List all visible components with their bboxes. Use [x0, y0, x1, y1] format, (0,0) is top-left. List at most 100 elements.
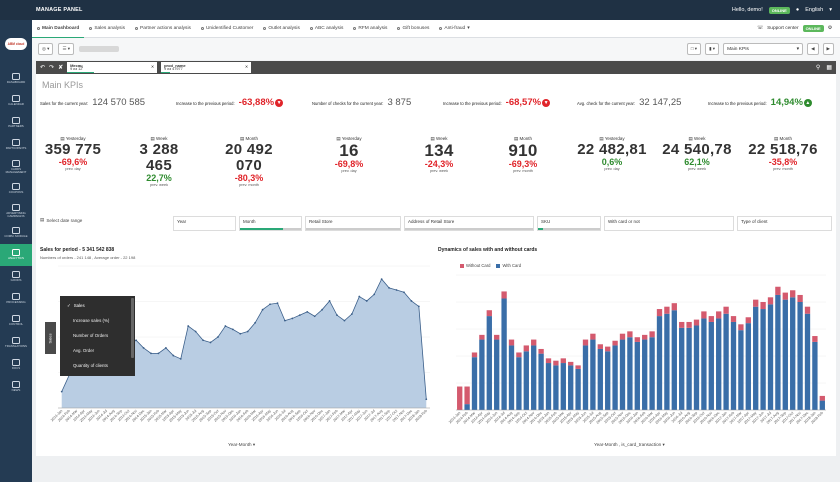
sidebar-item-news[interactable]: NEWS [0, 376, 32, 398]
bar-without-card [516, 352, 522, 358]
selection-chip[interactable]: prod_name 9 из 47977 ✕ [161, 62, 252, 73]
data-point [358, 295, 361, 298]
bar-without-card [812, 336, 818, 342]
tab-main-dashboard[interactable]: Main Dashboard [32, 20, 85, 38]
sidebar-item-analytics[interactable]: ANALYTICS [0, 244, 32, 266]
tab-abc-analysis[interactable]: ABC analysis [305, 20, 349, 38]
arrow-up-icon: ▲ [803, 98, 812, 107]
search-icon[interactable]: ⚲ [815, 65, 821, 71]
selection-chip[interactable]: Месяц 9 из 12 ✕ [67, 62, 158, 73]
menu-item-number-of-orders[interactable]: Number of Orders [73, 333, 109, 338]
close-icon[interactable]: ✕ [150, 64, 155, 69]
chevron-left-icon: ◀ [811, 46, 815, 51]
menu-item-sales[interactable]: ✓ Sales [67, 302, 85, 309]
data-point [217, 336, 219, 338]
sidebar-item-translations[interactable]: TRANSLATIONS [0, 332, 32, 354]
clear-all-icon[interactable]: ✘ [58, 65, 64, 71]
sidebar-item-docs[interactable]: DOCS [0, 354, 32, 376]
sidebar-item-dashboard[interactable]: DASHBOARD [0, 68, 32, 90]
coupon-icon [12, 183, 20, 191]
data-point [373, 293, 376, 296]
bar-without-card [575, 365, 581, 369]
brand-title: MANAGE PANEL [36, 7, 83, 13]
sidebar-item-coupons[interactable]: COUPONS [0, 178, 32, 200]
tab-outlet-analysis[interactable]: Outlet analysis [258, 20, 304, 38]
filter-retail-store[interactable]: Retail Store [305, 216, 401, 231]
tab-partner-actions-analysis[interactable]: Partner actions analysis [130, 20, 196, 38]
screen-button[interactable]: □ ▾ [686, 43, 702, 55]
tab-gift-bonuses[interactable]: Gift bonuses [392, 20, 434, 38]
kpi-summary-avg-check-change: Increase to the previous period: 14,94% ▲ [708, 97, 812, 108]
bar-without-card [582, 339, 589, 346]
filter-year[interactable]: Year [173, 216, 236, 231]
card-icon [12, 159, 20, 167]
cart-icon: ▤ [688, 136, 695, 141]
bar-with-card [716, 318, 722, 410]
sidebar-item-cards-management[interactable]: CARDS MANAGEMENT [0, 156, 32, 178]
greeting[interactable]: Hello, demo! [731, 7, 763, 13]
kpi-block: ▤ Week 3 288 465 22,7% prev. week [139, 136, 179, 187]
filter-month[interactable]: Month [239, 216, 302, 231]
bar-with-card [508, 345, 515, 410]
bar-without-card [708, 316, 714, 322]
close-icon[interactable]: ✕ [244, 64, 249, 69]
bar-without-card [693, 319, 700, 326]
bar-without-card [553, 360, 559, 366]
filter-sku[interactable]: SKU [537, 216, 601, 231]
left-chart-xaxis-label[interactable]: Year-Month ▾ [228, 442, 256, 447]
filter-store-address[interactable]: Address of Retail Store [404, 216, 534, 231]
measure-menu-tab[interactable]: Sales [45, 322, 56, 354]
date-range-picker[interactable]: ▤ Select date range [40, 217, 83, 223]
chevron-right-icon: ▶ [826, 46, 830, 51]
data-point [284, 319, 286, 322]
menu-button[interactable]: ☰ ▾ [58, 43, 74, 55]
sheet-select[interactable]: Main KPIs ▾ [723, 43, 804, 55]
tab-anti-fraud[interactable]: Anti-fraud ▾ [434, 20, 474, 38]
bar-without-card [649, 331, 655, 338]
sidebar-item-comm-module[interactable]: COMM. MODULE [0, 222, 32, 244]
tab-sales-analysis[interactable]: Sales analysis [84, 20, 130, 38]
sidebar-item-goods[interactable]: GOODS [0, 266, 32, 288]
menu-item-increase-sales[interactable]: Increase sales (%) [73, 318, 110, 323]
bar-with-card [575, 368, 581, 410]
menu-item-quantity-of-clients[interactable]: Quantity of clients [73, 363, 108, 368]
menu-item-avg-order[interactable]: Avg. Order [73, 348, 95, 353]
sidebar-item-control[interactable]: CONTROL [0, 310, 32, 332]
box-icon [12, 271, 20, 279]
prev-sheet-button[interactable]: ◀ [807, 43, 819, 55]
tools-icon [12, 315, 20, 323]
analytics-icon [12, 249, 20, 257]
filter-card[interactable]: With card or not [604, 216, 734, 231]
tab-unidentified-customer[interactable]: Unidentified Customer [196, 20, 258, 38]
tab-rfm-analysis[interactable]: RFM analysis [348, 20, 392, 38]
bar-without-card [560, 358, 566, 364]
bookmark-button[interactable]: ▮ ▾ [705, 43, 720, 55]
next-sheet-button[interactable]: ▶ [822, 43, 834, 55]
chevron-down-icon: ▾ [467, 26, 470, 31]
sidebar-item-participants[interactable]: PARTICIPANTS [0, 134, 32, 156]
menu-icon: ☰ ▾ [62, 46, 70, 51]
data-point [157, 352, 160, 355]
grid-icon[interactable]: ▦ [826, 65, 832, 71]
bar-with-card [738, 330, 744, 410]
data-point [343, 319, 346, 322]
sidebar-item-partners[interactable]: PARTNERS [0, 112, 32, 134]
language-select[interactable]: English [805, 7, 824, 13]
sidebar-item-processing[interactable]: PROCESSING [0, 288, 32, 310]
sidebar-item-advertising-campaigns[interactable]: ADVERTISING CAMPAIGNS [0, 200, 32, 222]
tab-dot-icon [439, 27, 443, 30]
data-point [224, 325, 227, 327]
navigation-button[interactable]: ◎ ▾ [38, 43, 54, 55]
step-forward-icon[interactable]: ↷ [49, 65, 55, 71]
support-center-link[interactable]: Support center [767, 26, 799, 31]
right-chart-xaxis-label[interactable]: Year-Month , is_card_transaction ▾ [594, 442, 665, 447]
bar-with-card [730, 321, 737, 410]
logo[interactable]: ABM cloud [0, 20, 32, 68]
gear-icon[interactable]: ⚙ [827, 26, 832, 31]
filter-client-type[interactable]: Type of client [737, 216, 832, 231]
menu-scrollbar[interactable] [131, 298, 134, 358]
bar-with-card [790, 297, 796, 410]
bar-with-card [582, 345, 589, 410]
sidebar-item-calendar[interactable]: CALENDAR [0, 90, 32, 112]
step-back-icon[interactable]: ↶ [40, 65, 46, 71]
